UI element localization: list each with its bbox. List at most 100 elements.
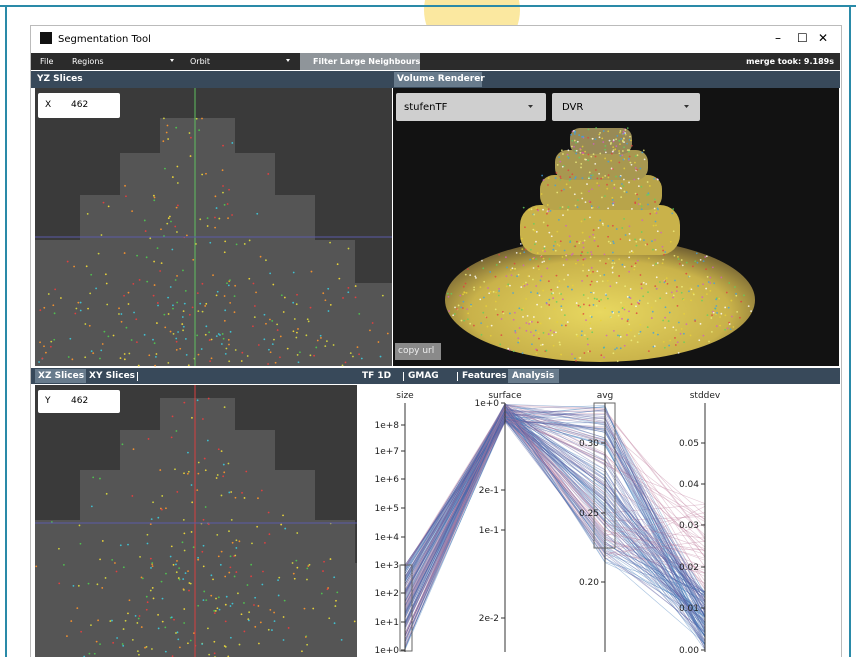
panel-tab[interactable]: XY Slices: [89, 372, 138, 381]
dot: [750, 310, 752, 312]
dot: [133, 312, 135, 314]
dot: [182, 270, 184, 272]
dot: [652, 264, 654, 266]
dot: [703, 260, 705, 262]
dot: [677, 305, 679, 307]
dot: [287, 348, 289, 350]
dot: [514, 263, 516, 265]
dot: [541, 193, 543, 195]
dot: [651, 240, 653, 242]
dot: [666, 292, 668, 294]
panel-tab[interactable]: TF 1D: [362, 372, 391, 381]
axis-tick-label: 1e+5: [374, 504, 399, 514]
dot: [295, 560, 297, 562]
dot: [719, 325, 721, 327]
dot: [234, 576, 236, 578]
dot: [454, 306, 456, 308]
dot: [265, 323, 267, 325]
dot: [167, 138, 169, 140]
dot: [705, 288, 707, 290]
dot: [171, 616, 173, 618]
dot: [326, 340, 328, 342]
dot: [654, 208, 656, 210]
dot: [123, 295, 125, 297]
dot: [168, 313, 170, 315]
dot: [606, 335, 608, 337]
dot: [84, 323, 86, 325]
dot: [542, 290, 544, 292]
dot: [676, 286, 678, 288]
panel-tab[interactable]: Features: [457, 372, 507, 381]
dot: [234, 311, 236, 313]
dot: [611, 197, 613, 199]
dot: [567, 209, 569, 211]
dot: [225, 646, 227, 648]
dot: [204, 458, 206, 460]
dot: [590, 156, 592, 158]
dot: [190, 137, 192, 139]
dot: [683, 333, 685, 335]
dot: [713, 282, 715, 284]
dot: [458, 305, 460, 307]
panel-tab[interactable]: GMAG: [403, 372, 439, 381]
dot: [567, 206, 569, 208]
dot: [689, 276, 691, 278]
dot: [278, 577, 280, 579]
dot: [174, 226, 176, 228]
dot: [147, 534, 149, 536]
dot: [507, 348, 509, 350]
dot: [301, 650, 303, 652]
dot: [534, 230, 536, 232]
dot: [546, 303, 548, 305]
dot: [247, 584, 249, 586]
dot: [192, 259, 194, 261]
dot: [109, 620, 111, 622]
dot: [197, 292, 199, 294]
dot: [489, 271, 491, 273]
dot: [53, 339, 55, 341]
dot: [583, 294, 585, 296]
dot: [577, 259, 579, 261]
dot: [620, 196, 622, 198]
dot: [283, 639, 285, 641]
dot: [587, 297, 589, 299]
dot: [176, 231, 178, 233]
dot: [193, 546, 195, 548]
dot: [625, 234, 627, 236]
dot: [90, 274, 92, 276]
dot: [235, 571, 237, 573]
dot: [659, 281, 661, 283]
dot: [698, 339, 700, 341]
dot: [172, 415, 174, 417]
dot: [604, 307, 606, 309]
dot: [165, 507, 167, 509]
panel-tab[interactable]: XZ Slices: [38, 372, 84, 381]
dot: [187, 473, 189, 475]
dot: [539, 294, 541, 296]
dot: [627, 320, 629, 322]
input-value[interactable]: 462: [71, 397, 88, 406]
dot: [228, 530, 230, 532]
dot: [618, 311, 620, 313]
dot: [582, 259, 584, 261]
dot: [533, 316, 535, 318]
dot: [530, 331, 532, 333]
dot: [557, 286, 559, 288]
dot: [500, 334, 502, 336]
dot: [540, 306, 542, 308]
dot: [565, 325, 567, 327]
dot: [563, 264, 565, 266]
dot: [123, 566, 125, 568]
dot: [589, 171, 591, 173]
dot: [204, 305, 206, 307]
panel-tab[interactable]: Analysis: [512, 372, 554, 381]
dot: [531, 343, 533, 345]
dot: [631, 250, 633, 252]
dot: [681, 259, 683, 261]
dot: [602, 141, 604, 143]
dot: [105, 273, 107, 275]
dot: [626, 191, 628, 193]
dot: [208, 523, 210, 525]
dot: [462, 301, 464, 303]
dot: [584, 240, 586, 242]
